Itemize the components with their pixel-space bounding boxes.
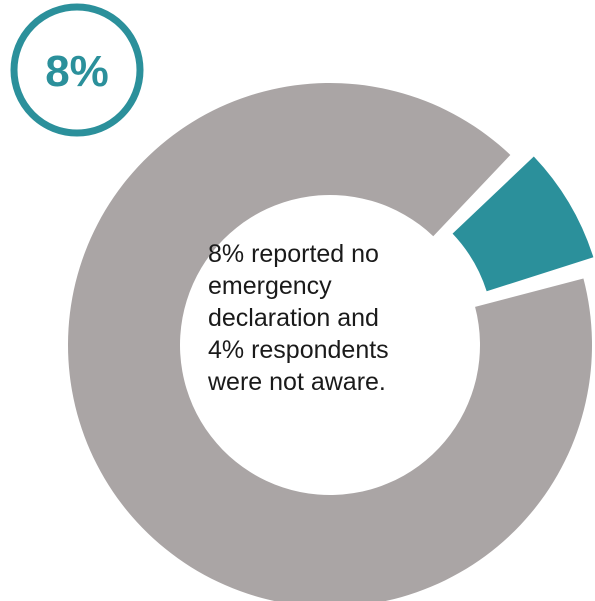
donut-slice-remainder xyxy=(68,83,592,601)
annotation-line: emergency xyxy=(208,272,332,300)
annotation-line: declaration and xyxy=(208,304,379,332)
annotation-line: 4% respondents xyxy=(208,336,389,364)
percentage-badge: 8% xyxy=(10,3,144,137)
donut-annotation: 8% reported no emergency declaration and… xyxy=(208,238,448,398)
annotation-line: were not aware. xyxy=(208,368,386,396)
annotation-line: 8% reported no xyxy=(208,240,379,268)
donut-slice-highlighted xyxy=(452,156,594,292)
donut-slices xyxy=(68,83,594,601)
percentage-badge-circle xyxy=(10,3,144,137)
percentage-badge-label: 8% xyxy=(45,47,109,96)
